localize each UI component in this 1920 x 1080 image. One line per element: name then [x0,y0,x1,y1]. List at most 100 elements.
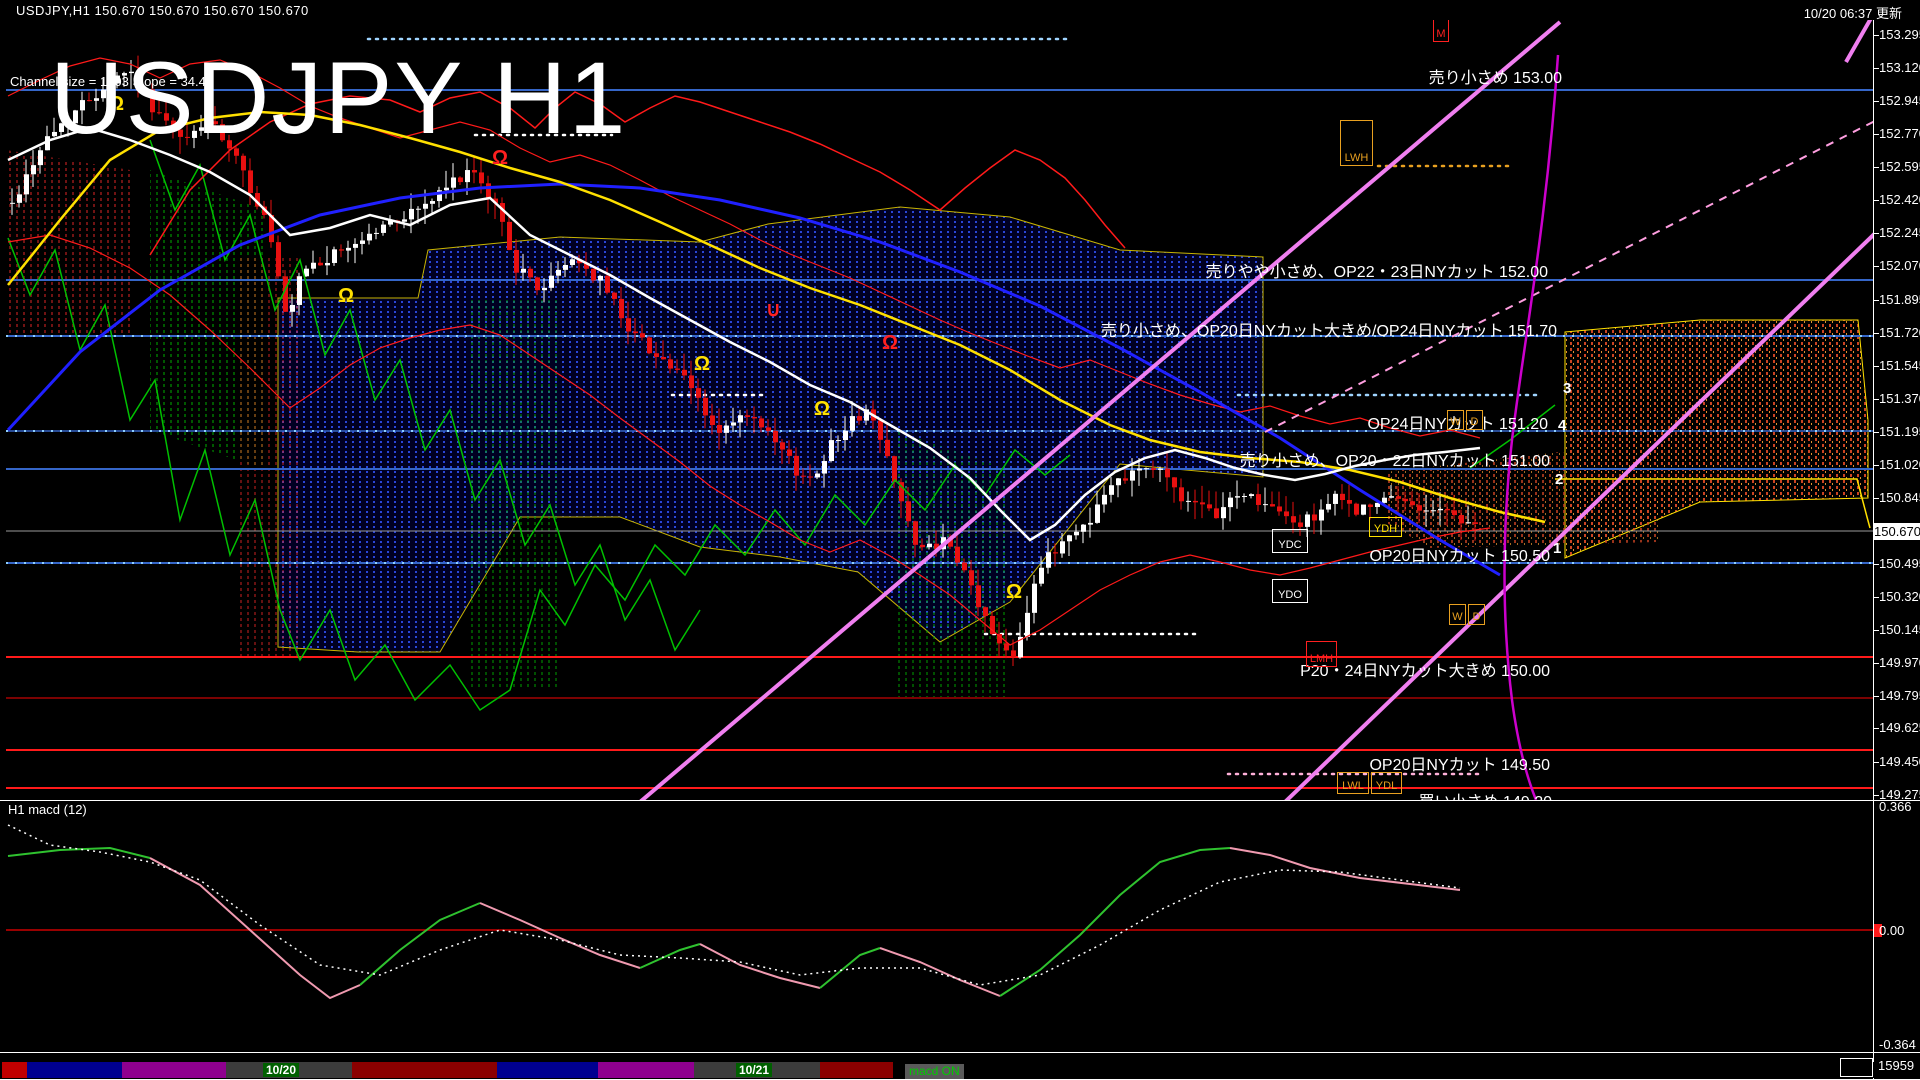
candles-layer [10,55,1478,666]
quote-bar: USDJPY,H1 150.670 150.670 150.670 150.67… [0,0,1920,21]
macd-signal-line [7,824,1461,986]
axis-tick-mark [1873,762,1879,763]
tag-box-w: W [1449,604,1466,625]
channel-line-c [1844,20,1873,63]
timeline-segment[interactable] [2,1062,27,1078]
price-level-annotation: OP20日NYカット 150.50 [1369,548,1550,565]
price-tick-label: 151.545 [1879,358,1920,373]
axis-tick-mark [1873,233,1879,234]
yellow-kumo-step [1555,478,1871,529]
price-tick-label: 151.020 [1879,457,1920,472]
scrollbar-end-box[interactable] [1840,1058,1873,1077]
macd-line-segment [999,847,1231,997]
price-level-annotation: OP20日NYカット 149.50 [1369,757,1550,774]
timeline-date-label: 10/21 [736,1063,773,1077]
price-tick-label: 152.945 [1879,93,1920,108]
tag-box-ydc: YDC [1272,529,1308,553]
cycle-omega-mark: Ω [338,285,355,307]
timeline-segment[interactable] [598,1062,694,1078]
ichimoku-cloud [470,300,560,690]
timeline-segment[interactable] [122,1062,226,1078]
purple-cycle-curve [1503,54,1560,800]
price-tick-label: 149.795 [1879,688,1920,703]
price-tick-label: 153.120 [1879,60,1920,75]
price-tick-label: 152.420 [1879,192,1920,207]
yellow-ma [7,110,1546,524]
cycle-omega-mark: Ω [882,332,899,354]
ichimoku-cloud [895,430,1010,700]
timeline-bar[interactable]: 10/20 10/21 macd ON [0,1062,1874,1079]
axis-tick-mark [1873,663,1879,664]
macd-line-segment [639,943,701,969]
price-tick-label: 149.625 [1879,720,1920,735]
tag-box-ydh: YDH [1369,517,1402,537]
price-tick-label: 151.195 [1879,424,1920,439]
price-tick-label: 152.245 [1879,225,1920,240]
macd-toggle[interactable]: macd ON [905,1064,964,1079]
macd-axis-label: 0.00 [1879,923,1905,938]
cycle-number-label: 4 [1558,417,1567,434]
axis-tick-mark [1873,696,1879,697]
tag-box-w: W [1447,410,1464,430]
macd-line-segment [699,943,821,989]
price-tick-label: 150.495 [1879,556,1920,571]
price-tick-label: 152.770 [1879,126,1920,141]
timeline-segment[interactable] [497,1062,598,1078]
timeline-segment[interactable] [352,1062,497,1078]
cycle-omega-mark: Ω [1006,581,1023,603]
cycle-omega-mark: Ω [694,353,711,375]
green-zigzag [7,237,1071,712]
cycle-number-label: 3 [1563,380,1572,397]
price-tick-label: 153.295 [1879,27,1920,42]
symbol-watermark: USDJPY H1 [50,41,628,155]
axis-tick-mark [1873,399,1879,400]
axis-tick-mark [1873,200,1879,201]
axis-tick-mark [1873,35,1879,36]
macd-line-segment [1229,847,1461,891]
main-chart-overlay: USDJPY H1 Channel size = 1203 Slope = 34… [10,6,1572,800]
white-ma [7,126,1481,542]
macd-line-segment [879,947,1001,997]
macd-axis-label: -0.364 [1879,1037,1916,1052]
price-tick-label: 151.895 [1879,292,1920,307]
axis-tick-mark [1873,300,1879,301]
price-tick-label: 149.275 [1879,787,1920,802]
macd-axis-label: 0.366 [1879,799,1912,814]
axis-tick-mark [1873,597,1879,598]
price-tick-label: 152.070 [1879,258,1920,273]
macd-line-segment [149,857,361,1000]
tag-box-lwh: LWH [1340,120,1373,166]
cycle-number-label: 2 [1555,471,1564,488]
axis-tick-mark [1873,465,1879,466]
bar-count-value: 15959 [1878,1058,1915,1073]
axis-tick-mark [1873,795,1879,796]
axis-tick-mark [1873,167,1879,168]
price-level-annotation: 売り小さめ、OP20日NYカット大きめ/OP24日NYカット 151.70 [1100,323,1557,340]
price-tick-label: 150.320 [1879,589,1920,604]
update-timestamp: 10/20 06:37 更新 [1803,6,1902,21]
macd-line-segment [819,947,881,989]
macd-plot-layer [6,824,1873,1000]
price-tick-label: 149.450 [1879,754,1920,769]
timeline-segment[interactable] [27,1062,122,1078]
timeline-segment[interactable] [820,1062,893,1078]
axis-tick-mark [1873,432,1879,433]
ichimoku-cloud [235,255,300,660]
tag-box-lwl: LWL [1337,772,1369,794]
channel-line-b [1284,232,1873,800]
axis-tick-mark [1873,101,1879,102]
red-lower-band [7,234,1491,646]
timeline-date-label: 10/20 [263,1063,300,1077]
pink-dashed-trend [1264,120,1873,433]
price-level-annotation: 売り小さめ、OP20・22日NYカット 151.00 [1239,453,1550,470]
price-tick-label: 149.970 [1879,655,1920,670]
axis-tick-mark [1873,498,1879,499]
axis-separator [1873,20,1874,1080]
tag-box-lmh: LMH [1306,641,1337,667]
price-level-annotation: P20・24日NYカット大きめ 150.00 [1300,663,1550,680]
axis-tick-mark [1873,266,1879,267]
price-tick-label: 150.845 [1879,490,1920,505]
macd-bottom-border [0,1052,1920,1053]
